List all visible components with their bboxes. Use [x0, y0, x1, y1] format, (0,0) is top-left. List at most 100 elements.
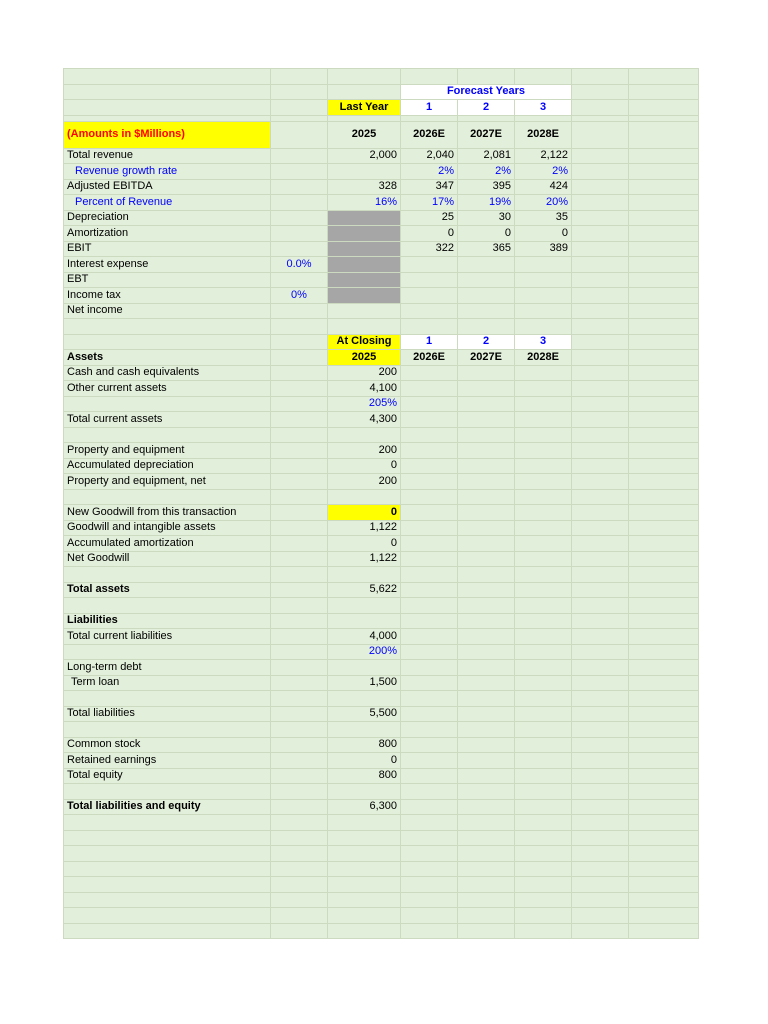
cell-G19[interactable] [571, 349, 629, 366]
cell-E25[interactable] [457, 442, 515, 459]
cell-G53[interactable] [571, 876, 629, 893]
cell-H10[interactable] [628, 210, 699, 226]
cell-F22[interactable] [514, 396, 572, 412]
cell-F48[interactable] [514, 799, 572, 815]
cell-H11[interactable] [628, 225, 699, 242]
cell-D49[interactable] [400, 814, 458, 831]
cell-E1[interactable] [457, 68, 515, 85]
cell-B31[interactable] [270, 535, 328, 552]
cell-C5[interactable]: 2025 [327, 121, 401, 149]
cell-F49[interactable] [514, 814, 572, 831]
cell-F19[interactable]: 2028E [514, 349, 572, 366]
cell-B3[interactable] [270, 99, 328, 116]
cell-F46[interactable] [514, 768, 572, 784]
cell-F1[interactable] [514, 68, 572, 85]
cell-A5[interactable]: (Amounts in $Millions) [63, 121, 271, 149]
cell-F51[interactable] [514, 845, 572, 862]
cell-G3[interactable] [571, 99, 629, 116]
cell-C2[interactable] [327, 84, 401, 100]
cell-B9[interactable] [270, 194, 328, 211]
cell-A17[interactable] [63, 318, 271, 335]
cell-E31[interactable] [457, 535, 515, 552]
cell-D5[interactable]: 2026E [400, 121, 458, 149]
cell-C18[interactable]: At Closing [327, 334, 401, 350]
cell-F10[interactable]: 35 [514, 210, 572, 226]
cell-C40[interactable]: 1,500 [327, 675, 401, 691]
cell-D9[interactable]: 17% [400, 194, 458, 211]
cell-H21[interactable] [628, 380, 699, 397]
cell-A35[interactable] [63, 597, 271, 614]
cell-E22[interactable] [457, 396, 515, 412]
cell-H32[interactable] [628, 551, 699, 567]
cell-F9[interactable]: 20% [514, 194, 572, 211]
cell-H4[interactable] [628, 115, 699, 122]
cell-A13[interactable]: Interest expense [63, 256, 271, 273]
cell-D36[interactable] [400, 613, 458, 629]
cell-F44[interactable] [514, 737, 572, 753]
cell-G10[interactable] [571, 210, 629, 226]
cell-E53[interactable] [457, 876, 515, 893]
cell-B36[interactable] [270, 613, 328, 629]
cell-E17[interactable] [457, 318, 515, 335]
cell-D24[interactable] [400, 427, 458, 443]
cell-A53[interactable] [63, 876, 271, 893]
cell-C43[interactable] [327, 721, 401, 738]
cell-G50[interactable] [571, 830, 629, 846]
cell-C44[interactable]: 800 [327, 737, 401, 753]
cell-D43[interactable] [400, 721, 458, 738]
cell-A44[interactable]: Common stock [63, 737, 271, 753]
cell-A50[interactable] [63, 830, 271, 846]
cell-G43[interactable] [571, 721, 629, 738]
cell-E12[interactable]: 365 [457, 241, 515, 257]
cell-E3[interactable]: 2 [457, 99, 515, 116]
cell-C56[interactable] [327, 923, 401, 939]
cell-F35[interactable] [514, 597, 572, 614]
cell-E46[interactable] [457, 768, 515, 784]
cell-E52[interactable] [457, 861, 515, 877]
cell-F45[interactable] [514, 752, 572, 769]
cell-C11[interactable] [327, 225, 401, 242]
cell-H39[interactable] [628, 659, 699, 676]
cell-B49[interactable] [270, 814, 328, 831]
cell-D53[interactable] [400, 876, 458, 893]
cell-H12[interactable] [628, 241, 699, 257]
cell-C28[interactable] [327, 489, 401, 505]
cell-E32[interactable] [457, 551, 515, 567]
cell-C13[interactable] [327, 256, 401, 273]
cell-B19[interactable] [270, 349, 328, 366]
cell-F54[interactable] [514, 892, 572, 908]
cell-D40[interactable] [400, 675, 458, 691]
cell-F13[interactable] [514, 256, 572, 273]
cell-B28[interactable] [270, 489, 328, 505]
cell-B7[interactable] [270, 163, 328, 180]
cell-G30[interactable] [571, 520, 629, 536]
cell-D42[interactable] [400, 706, 458, 722]
cell-C42[interactable]: 5,500 [327, 706, 401, 722]
cell-D2[interactable]: Forecast Years [400, 84, 572, 100]
cell-A49[interactable] [63, 814, 271, 831]
cell-G9[interactable] [571, 194, 629, 211]
cell-F43[interactable] [514, 721, 572, 738]
cell-B52[interactable] [270, 861, 328, 877]
cell-D20[interactable] [400, 365, 458, 381]
cell-E5[interactable]: 2027E [457, 121, 515, 149]
cell-D10[interactable]: 25 [400, 210, 458, 226]
cell-D52[interactable] [400, 861, 458, 877]
cell-F16[interactable] [514, 303, 572, 319]
cell-G23[interactable] [571, 411, 629, 428]
cell-H23[interactable] [628, 411, 699, 428]
cell-E41[interactable] [457, 690, 515, 707]
cell-H38[interactable] [628, 644, 699, 660]
cell-B47[interactable] [270, 783, 328, 800]
cell-E35[interactable] [457, 597, 515, 614]
cell-D29[interactable] [400, 504, 458, 521]
cell-D44[interactable] [400, 737, 458, 753]
cell-G13[interactable] [571, 256, 629, 273]
cell-A55[interactable] [63, 907, 271, 924]
cell-A10[interactable]: Depreciation [63, 210, 271, 226]
cell-G1[interactable] [571, 68, 629, 85]
cell-A12[interactable]: EBIT [63, 241, 271, 257]
cell-A14[interactable]: EBT [63, 272, 271, 288]
cell-A38[interactable] [63, 644, 271, 660]
cell-G12[interactable] [571, 241, 629, 257]
